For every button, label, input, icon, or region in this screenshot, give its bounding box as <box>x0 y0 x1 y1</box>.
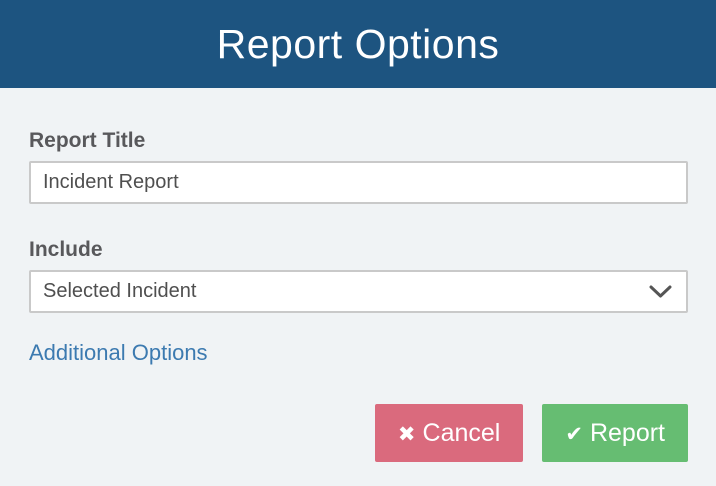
cancel-button-label: Cancel <box>422 418 501 447</box>
cancel-button[interactable]: ✖ Cancel <box>374 404 524 463</box>
report-button[interactable]: ✔ Report <box>542 404 688 463</box>
checkmark-icon: ✔ <box>565 422 583 446</box>
include-select[interactable]: Selected Incident <box>29 270 688 314</box>
additional-options-link[interactable]: Additional Options <box>29 340 208 366</box>
report-title-label: Report Title <box>29 129 146 152</box>
include-select-value: Selected Incident <box>43 280 197 303</box>
report-title-input[interactable] <box>29 161 688 205</box>
close-icon: ✖ <box>397 422 416 446</box>
button-row: ✖ Cancel ✔ Report <box>29 404 688 463</box>
include-label: Include <box>29 238 103 262</box>
dialog-header: Report Options <box>0 0 716 88</box>
dialog-title: Report Options <box>216 20 500 67</box>
dialog-body: Report Title Include Selected Incident A… <box>0 88 716 463</box>
report-button-label: Report <box>589 418 665 447</box>
chevron-down-icon <box>649 285 672 299</box>
